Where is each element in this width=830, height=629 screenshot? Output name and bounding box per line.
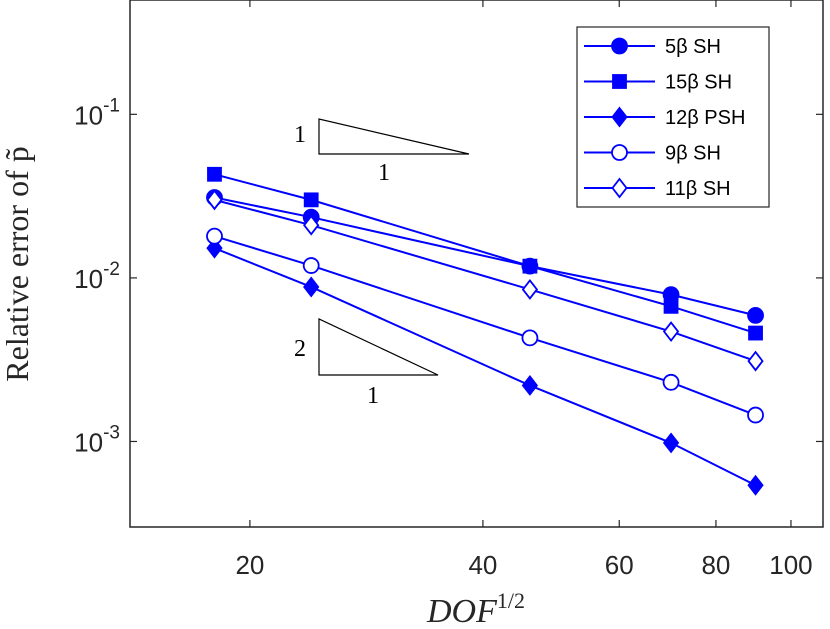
- slope-run-label: 1: [367, 383, 379, 409]
- data-point-circle: [611, 144, 628, 161]
- data-point-circle: [521, 329, 539, 347]
- data-point-diamond: [662, 321, 680, 343]
- x-tick-label: 20: [235, 550, 264, 580]
- legend-item: 5β SH: [584, 36, 721, 58]
- data-point-diamond: [747, 350, 764, 372]
- legend-item: 12β PSH: [584, 106, 745, 129]
- y-tick-base: 10: [74, 100, 103, 130]
- data-point-diamond: [303, 276, 320, 298]
- data-point-diamond: [206, 189, 223, 211]
- slope-run-label: 1: [378, 160, 390, 186]
- series-group: [206, 189, 764, 372]
- legend-label: 15β SH: [665, 72, 732, 94]
- data-point-circle: [747, 306, 764, 324]
- x-axis-label: DOF1/2: [426, 588, 525, 629]
- data-point-circle: [302, 257, 320, 274]
- slope-triangles: 1 1 2 1: [294, 118, 470, 409]
- data-point-diamond: [747, 474, 764, 496]
- legend: 5β SH 15β SH 12β PSH 9β SH 11β SH: [576, 26, 770, 208]
- legend-label: 9β SH: [665, 143, 721, 165]
- data-point-diamond: [611, 177, 628, 199]
- legend-label: 12β PSH: [665, 107, 745, 129]
- series-group: [207, 166, 763, 341]
- legend-label: 5β SH: [665, 36, 721, 58]
- legend-item: 9β SH: [584, 143, 721, 165]
- y-tick-base: 10: [74, 264, 103, 294]
- x-axis-label-exponent: 1/2: [497, 588, 525, 613]
- x-tick-label: 60: [605, 550, 634, 580]
- data-series: [206, 166, 764, 496]
- y-tick-base: 10: [74, 427, 103, 457]
- legend-label: 11β SH: [665, 178, 731, 200]
- y-tick-label: 10-1: [74, 95, 120, 130]
- data-point-circle: [206, 227, 223, 245]
- y-tick-label: 10-2: [74, 259, 120, 294]
- slope-triangle: [318, 118, 470, 155]
- x-tick-label: 100: [769, 550, 812, 580]
- series-group: [206, 237, 764, 496]
- data-point-square: [748, 325, 763, 341]
- series-group: [206, 227, 764, 424]
- x-tick-label: 80: [701, 550, 730, 580]
- legend-item: 11β SH: [584, 177, 731, 200]
- legend-item: 15β SH: [584, 72, 732, 94]
- y-axis-label: Relative error of p̃: [0, 146, 35, 381]
- data-point-circle: [662, 373, 680, 391]
- data-point-diamond: [521, 278, 539, 300]
- data-point-square: [612, 74, 627, 89]
- data-point-diamond: [521, 374, 539, 396]
- data-point-circle: [747, 406, 764, 424]
- data-point-circle: [611, 37, 628, 55]
- data-point-diamond: [206, 237, 223, 259]
- data-point-square: [663, 298, 679, 314]
- slope-triangle: [318, 318, 439, 376]
- x-tick-label: 40: [468, 550, 497, 580]
- y-tick-exponent: -3: [103, 422, 120, 443]
- slope-rise-label: 2: [294, 336, 306, 362]
- data-point-diamond: [662, 432, 680, 454]
- data-point-square: [303, 192, 319, 208]
- data-point-diamond: [303, 214, 320, 236]
- y-tick-label: 10-3: [74, 422, 120, 457]
- data-point-diamond: [611, 106, 628, 128]
- y-tick-exponent: -2: [103, 259, 120, 280]
- slope-rise-label: 1: [294, 122, 306, 148]
- x-axis-label-main: DOF: [426, 593, 498, 629]
- data-point-square: [207, 166, 222, 182]
- y-tick-exponent: -1: [103, 95, 120, 116]
- data-point-square: [522, 258, 538, 274]
